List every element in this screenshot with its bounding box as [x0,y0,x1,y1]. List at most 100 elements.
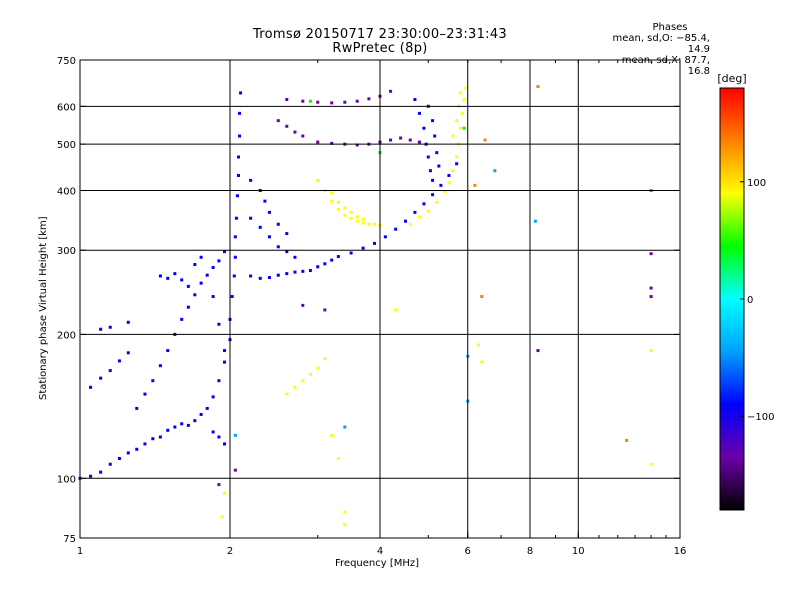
data-point [108,369,112,373]
data-point [649,295,653,299]
data-point [536,349,540,353]
data-point [217,483,221,487]
data-point [117,456,121,460]
data-point [205,406,209,410]
data-point [308,269,312,273]
data-point [355,143,359,147]
data-point [117,359,121,363]
title-line-2: RwPretec (8p) [332,41,428,56]
data-point [223,360,227,364]
data-point [99,327,103,331]
data-point [447,181,451,185]
data-point [349,251,353,255]
data-point [143,442,147,446]
data-point [249,178,253,182]
data-point [451,169,455,173]
data-point [199,412,203,416]
y-tick-label: 400 [57,186,76,197]
data-point [447,173,451,177]
data-point [126,320,130,324]
data-point [285,392,289,396]
data-point [649,286,653,290]
data-point [323,357,327,361]
data-point [180,422,184,426]
data-point [493,169,497,173]
data-point [126,351,130,355]
data-point [394,227,398,231]
data-point [413,98,417,102]
data-point [389,89,393,93]
x-tick-label: 10 [572,546,585,557]
chart-title: Tromsø 20150717 23:30:00–23:31:43 RwPret… [230,28,530,56]
data-point [211,430,215,434]
data-point [293,385,297,389]
data-point [285,124,289,128]
data-point [431,119,435,123]
data-point [408,138,412,142]
data-point [349,216,353,220]
data-point [151,437,155,441]
data-point [625,438,629,442]
data-point [301,303,305,307]
data-point [435,151,439,155]
data-point [239,91,243,95]
y-tick-label: 750 [57,56,76,67]
data-point [267,235,271,239]
data-point [258,276,262,280]
phase-colorbar: [deg] 100 0 −100 [717,72,774,511]
y-tick-label: 75 [63,534,76,545]
data-point [451,134,455,138]
y-tick-label: 600 [57,102,76,113]
data-point [173,272,177,276]
x-tick-label: 2 [227,546,233,557]
data-point [323,308,327,312]
data-point [330,141,334,145]
data-point [431,193,435,197]
data-point [108,325,112,329]
data-point [330,199,334,203]
data-point [135,447,139,451]
data-point [373,222,377,226]
data-point [373,241,377,245]
data-point [462,98,466,102]
data-point [238,111,242,115]
data-point [233,468,237,472]
data-point [316,265,320,269]
data-point [276,119,280,123]
data-point [649,462,653,466]
data-point [361,246,365,250]
data-point [186,423,190,427]
data-point [173,425,177,429]
colorbar-tick-label: −100 [747,412,774,423]
x-axis: 1 2 4 6 8 10 16 [77,60,686,557]
data-point [422,126,426,130]
data-point [263,199,267,203]
y-tick-label: 300 [57,246,76,257]
data-point [464,86,468,90]
data-point [89,474,93,478]
data-point [211,295,215,299]
data-point [355,219,359,223]
data-point [186,284,190,288]
data-point [343,213,347,217]
data-point [258,225,262,229]
data-point [211,266,215,270]
data-point [301,269,305,273]
data-point [343,425,347,429]
data-point [180,278,184,282]
data-point [343,206,347,210]
data-point [426,209,430,213]
data-point [158,274,162,278]
data-point [330,191,334,195]
phase-stats-title: Phases [652,22,688,33]
data-point [267,210,271,214]
data-point [383,235,387,239]
x-axis-label: Frequency [MHz] [335,558,420,569]
data-point [223,250,227,254]
data-point [437,164,441,168]
data-point [205,273,209,277]
data-point [403,219,407,223]
x-tick-label: 6 [465,546,471,557]
data-point [316,140,320,144]
